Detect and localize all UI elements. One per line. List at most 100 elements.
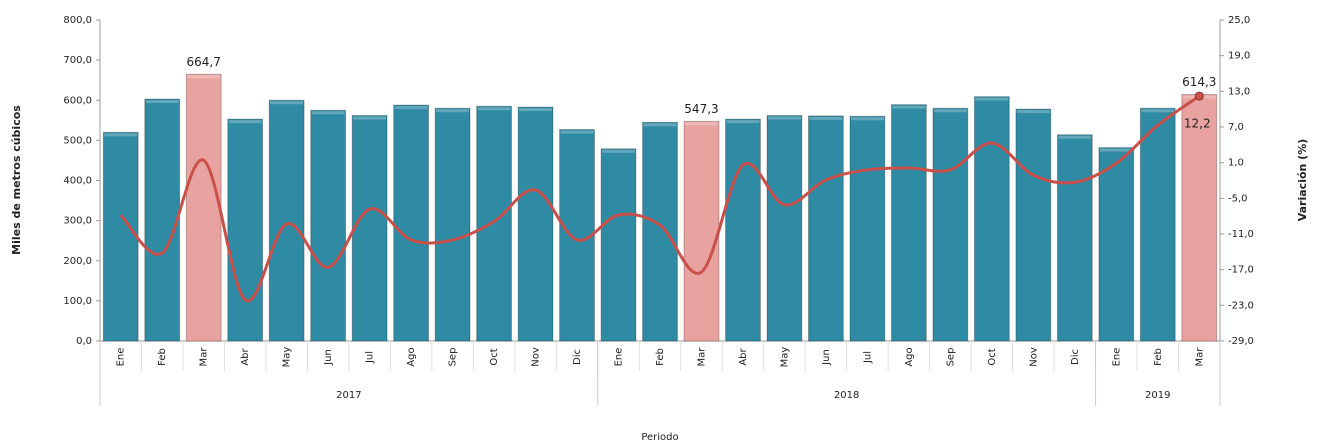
x-tick-label: Feb xyxy=(157,348,168,366)
bar xyxy=(434,107,471,342)
bar-highlight xyxy=(353,116,387,120)
bar xyxy=(973,96,1010,342)
x-tick-label: Ene xyxy=(614,348,625,367)
bar xyxy=(102,131,139,342)
x-tick-label: Jun xyxy=(821,349,832,366)
x-tick-label: Oct xyxy=(987,348,998,365)
bar xyxy=(1181,94,1218,342)
x-tick-label: Dic xyxy=(572,349,583,365)
y-tick-label: 700,0 xyxy=(63,55,92,66)
bar xyxy=(144,98,181,342)
bar xyxy=(227,118,264,342)
x-tick-label: Jul xyxy=(365,351,376,364)
x-tick-label: Sep xyxy=(945,348,956,367)
x-axis-label: Periodo xyxy=(641,432,678,443)
x-tick-label: Ago xyxy=(406,347,417,366)
bar xyxy=(310,109,347,342)
x-tick-label: Jun xyxy=(323,349,334,366)
x-tick-label: Abr xyxy=(738,347,749,365)
bar xyxy=(1056,134,1093,342)
bar xyxy=(808,115,844,342)
y2-tick-label: 13,0 xyxy=(1228,86,1250,97)
bar-highlight xyxy=(975,97,1009,101)
x-tick-label: Nov xyxy=(531,347,542,367)
bar-highlight xyxy=(560,130,594,134)
bar xyxy=(600,148,637,342)
bar xyxy=(268,99,305,342)
x-tick-label: Jul xyxy=(862,351,873,364)
bar xyxy=(185,73,222,342)
bar-highlight xyxy=(933,109,967,113)
x-tick-label: May xyxy=(282,347,293,368)
y-tick-label: 200,0 xyxy=(63,256,92,267)
y-tick-label: 500,0 xyxy=(63,135,92,146)
bar-highlight xyxy=(187,75,221,79)
x-tick-label: Feb xyxy=(1153,348,1164,366)
x-tick-label: Ago xyxy=(904,347,915,366)
bar xyxy=(1015,108,1052,342)
x-tick-label: Mar xyxy=(199,347,210,367)
x-tick-label: Abr xyxy=(240,347,251,365)
bar-highlight xyxy=(643,123,677,127)
bar-highlight xyxy=(1058,135,1092,139)
bar-highlight xyxy=(311,111,345,115)
bar-highlight xyxy=(850,117,884,121)
line-point xyxy=(1194,91,1204,101)
bar-highlight xyxy=(726,120,760,124)
y-axis-label: Miles de metros cúbicos xyxy=(10,105,23,255)
bar-highlight xyxy=(477,107,511,111)
line xyxy=(119,94,1201,303)
x-tick-label: Ene xyxy=(116,348,127,367)
y2-tick-label: 19,0 xyxy=(1228,51,1250,62)
bar xyxy=(932,107,969,342)
bar-highlight xyxy=(685,122,718,126)
bar xyxy=(683,120,720,342)
data-label: 547,3 xyxy=(684,102,718,116)
y2-tick-label: 25,0 xyxy=(1228,15,1250,26)
y-tick-label: 100,0 xyxy=(63,296,92,307)
data-label: 664,7 xyxy=(187,55,221,69)
x-tick-label: Dic xyxy=(1070,349,1081,365)
bar xyxy=(849,115,886,342)
bar-highlight xyxy=(602,149,635,153)
y-tick-label: 800,0 xyxy=(63,15,92,26)
bar-highlight xyxy=(1099,148,1133,152)
bar xyxy=(642,121,678,342)
bar-highlight xyxy=(1141,109,1175,113)
bar xyxy=(559,129,595,342)
group-label: 2019 xyxy=(1145,390,1170,401)
y-tick-label: 600,0 xyxy=(63,95,92,106)
y-tick-label: 0,0 xyxy=(76,336,92,347)
bar-highlight xyxy=(228,120,262,124)
x-tick-label: Sep xyxy=(448,348,459,367)
group-label: 2018 xyxy=(834,390,859,401)
y2-axis-label: Variación (%) xyxy=(1296,139,1309,222)
data-label: 614,3 xyxy=(1182,75,1216,89)
bar-highlight xyxy=(436,109,470,113)
bar-highlight xyxy=(145,100,179,104)
x-tick-label: May xyxy=(779,347,790,368)
x-tick-label: Feb xyxy=(655,348,666,366)
y2-tick-label: -29,0 xyxy=(1228,336,1254,347)
y2-tick-label: -23,0 xyxy=(1228,300,1254,311)
x-tick-label: Nov xyxy=(1028,347,1039,367)
bar-highlight xyxy=(892,105,926,109)
group-label: 2017 xyxy=(336,390,361,401)
y2-tick-label: 1,0 xyxy=(1228,158,1244,169)
x-tick-label: Mar xyxy=(696,347,707,367)
bar-highlight xyxy=(809,116,843,120)
x-tick-label: Ene xyxy=(1111,348,1122,367)
data-label: 12,2 xyxy=(1184,117,1211,131)
bar xyxy=(517,106,554,342)
bar-highlight xyxy=(270,101,304,105)
bar xyxy=(393,104,430,342)
y2-tick-label: -5,0 xyxy=(1228,193,1248,204)
y2-tick-label: -11,0 xyxy=(1228,229,1254,240)
bar-highlight xyxy=(519,108,552,112)
y2-tick-label: -17,0 xyxy=(1228,265,1254,276)
bar xyxy=(476,105,512,342)
bar xyxy=(1098,147,1135,342)
y-tick-label: 300,0 xyxy=(63,216,92,227)
y2-tick-label: 7,0 xyxy=(1228,122,1244,133)
